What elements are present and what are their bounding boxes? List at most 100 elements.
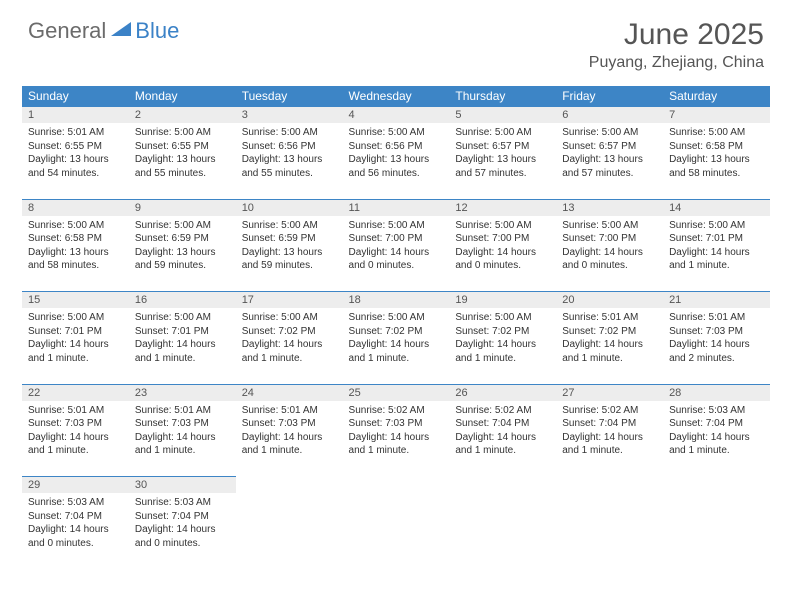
day-cell: Sunrise: 5:00 AMSunset: 6:59 PMDaylight:… [129, 216, 236, 292]
sunrise-line: Sunrise: 5:00 AM [669, 219, 764, 233]
day-cell: Sunrise: 5:00 AMSunset: 6:59 PMDaylight:… [236, 216, 343, 292]
daynum-row: 22232425262728 [22, 384, 770, 401]
sunset-line: Sunset: 6:56 PM [349, 140, 444, 154]
sunrise-line: Sunrise: 5:00 AM [135, 311, 230, 325]
day-cell: Sunrise: 5:01 AMSunset: 7:03 PMDaylight:… [663, 308, 770, 384]
sunset-line: Sunset: 6:58 PM [669, 140, 764, 154]
sunrise-line: Sunrise: 5:01 AM [669, 311, 764, 325]
weekday-header: Sunday [22, 86, 129, 107]
sunrise-line: Sunrise: 5:02 AM [562, 404, 657, 418]
day-number: 11 [343, 199, 450, 216]
daylight-line: Daylight: 14 hours and 1 minute. [562, 338, 657, 365]
logo: General Blue [28, 18, 179, 44]
daylight-line: Daylight: 14 hours and 1 minute. [349, 431, 444, 458]
day-cell: Sunrise: 5:00 AMSunset: 7:02 PMDaylight:… [236, 308, 343, 384]
day-cell: Sunrise: 5:01 AMSunset: 7:03 PMDaylight:… [236, 401, 343, 477]
sunset-line: Sunset: 7:02 PM [349, 325, 444, 339]
day-number: 29 [22, 477, 129, 494]
sunset-line: Sunset: 7:02 PM [562, 325, 657, 339]
empty-cell [236, 477, 343, 494]
sunrise-line: Sunrise: 5:00 AM [242, 126, 337, 140]
empty-cell [556, 477, 663, 494]
daylight-line: Daylight: 14 hours and 0 minutes. [455, 246, 550, 273]
sunrise-line: Sunrise: 5:00 AM [562, 219, 657, 233]
header: General Blue June 2025 Puyang, Zhejiang,… [0, 0, 792, 80]
sunrise-line: Sunrise: 5:03 AM [669, 404, 764, 418]
sunrise-line: Sunrise: 5:01 AM [242, 404, 337, 418]
daylight-line: Daylight: 13 hours and 55 minutes. [135, 153, 230, 180]
day-number: 20 [556, 292, 663, 309]
title-block: June 2025 Puyang, Zhejiang, China [589, 18, 764, 72]
sunrise-line: Sunrise: 5:00 AM [242, 219, 337, 233]
sunset-line: Sunset: 6:59 PM [242, 232, 337, 246]
sunrise-line: Sunrise: 5:00 AM [28, 311, 123, 325]
sunrise-line: Sunrise: 5:02 AM [455, 404, 550, 418]
day-number: 4 [343, 107, 450, 124]
sunrise-line: Sunrise: 5:00 AM [669, 126, 764, 140]
day-number: 19 [449, 292, 556, 309]
day-cell: Sunrise: 5:00 AMSunset: 7:02 PMDaylight:… [343, 308, 450, 384]
daylight-line: Daylight: 14 hours and 1 minute. [669, 246, 764, 273]
daylight-line: Daylight: 14 hours and 1 minute. [28, 431, 123, 458]
sunrise-line: Sunrise: 5:03 AM [28, 496, 123, 510]
day-number: 1 [22, 107, 129, 124]
empty-cell [663, 493, 770, 569]
day-number: 26 [449, 384, 556, 401]
daynum-row: 2930 [22, 477, 770, 494]
day-cell: Sunrise: 5:03 AMSunset: 7:04 PMDaylight:… [129, 493, 236, 569]
sunset-line: Sunset: 6:55 PM [28, 140, 123, 154]
daylight-line: Daylight: 13 hours and 55 minutes. [242, 153, 337, 180]
sunrise-line: Sunrise: 5:00 AM [455, 311, 550, 325]
sunrise-line: Sunrise: 5:01 AM [28, 126, 123, 140]
daylight-line: Daylight: 14 hours and 2 minutes. [669, 338, 764, 365]
logo-text-general: General [28, 18, 106, 44]
day-number: 9 [129, 199, 236, 216]
day-cell: Sunrise: 5:01 AMSunset: 6:55 PMDaylight:… [22, 123, 129, 199]
daynum-row: 891011121314 [22, 199, 770, 216]
empty-cell [236, 493, 343, 569]
day-cell: Sunrise: 5:00 AMSunset: 6:58 PMDaylight:… [663, 123, 770, 199]
sunrise-line: Sunrise: 5:00 AM [242, 311, 337, 325]
content-row: Sunrise: 5:00 AMSunset: 6:58 PMDaylight:… [22, 216, 770, 292]
sunset-line: Sunset: 7:03 PM [135, 417, 230, 431]
sunset-line: Sunset: 6:57 PM [562, 140, 657, 154]
weekday-header: Monday [129, 86, 236, 107]
daylight-line: Daylight: 14 hours and 1 minute. [455, 338, 550, 365]
daylight-line: Daylight: 14 hours and 0 minutes. [349, 246, 444, 273]
daylight-line: Daylight: 14 hours and 1 minute. [349, 338, 444, 365]
sunset-line: Sunset: 7:04 PM [135, 510, 230, 524]
day-cell: Sunrise: 5:00 AMSunset: 7:01 PMDaylight:… [129, 308, 236, 384]
sunset-line: Sunset: 6:57 PM [455, 140, 550, 154]
daynum-row: 1234567 [22, 107, 770, 124]
empty-cell [556, 493, 663, 569]
empty-cell [663, 477, 770, 494]
sunset-line: Sunset: 7:01 PM [28, 325, 123, 339]
daylight-line: Daylight: 14 hours and 0 minutes. [28, 523, 123, 550]
daylight-line: Daylight: 14 hours and 0 minutes. [135, 523, 230, 550]
sunrise-line: Sunrise: 5:03 AM [135, 496, 230, 510]
daylight-line: Daylight: 13 hours and 59 minutes. [242, 246, 337, 273]
content-row: Sunrise: 5:03 AMSunset: 7:04 PMDaylight:… [22, 493, 770, 569]
day-number: 5 [449, 107, 556, 124]
empty-cell [343, 493, 450, 569]
sunset-line: Sunset: 7:03 PM [349, 417, 444, 431]
sunset-line: Sunset: 7:02 PM [242, 325, 337, 339]
daylight-line: Daylight: 13 hours and 58 minutes. [669, 153, 764, 180]
empty-cell [449, 493, 556, 569]
calendar-table: SundayMondayTuesdayWednesdayThursdayFrid… [22, 86, 770, 569]
sunrise-line: Sunrise: 5:00 AM [349, 219, 444, 233]
daylight-line: Daylight: 13 hours and 54 minutes. [28, 153, 123, 180]
sunset-line: Sunset: 7:03 PM [669, 325, 764, 339]
weekday-header-row: SundayMondayTuesdayWednesdayThursdayFrid… [22, 86, 770, 107]
weekday-header: Friday [556, 86, 663, 107]
day-number: 30 [129, 477, 236, 494]
sunrise-line: Sunrise: 5:00 AM [28, 219, 123, 233]
sunrise-line: Sunrise: 5:00 AM [562, 126, 657, 140]
page-title: June 2025 [589, 18, 764, 52]
day-number: 10 [236, 199, 343, 216]
sunrise-line: Sunrise: 5:00 AM [455, 126, 550, 140]
sunset-line: Sunset: 7:00 PM [455, 232, 550, 246]
sunset-line: Sunset: 7:04 PM [455, 417, 550, 431]
sunrise-line: Sunrise: 5:00 AM [135, 219, 230, 233]
daylight-line: Daylight: 14 hours and 0 minutes. [562, 246, 657, 273]
